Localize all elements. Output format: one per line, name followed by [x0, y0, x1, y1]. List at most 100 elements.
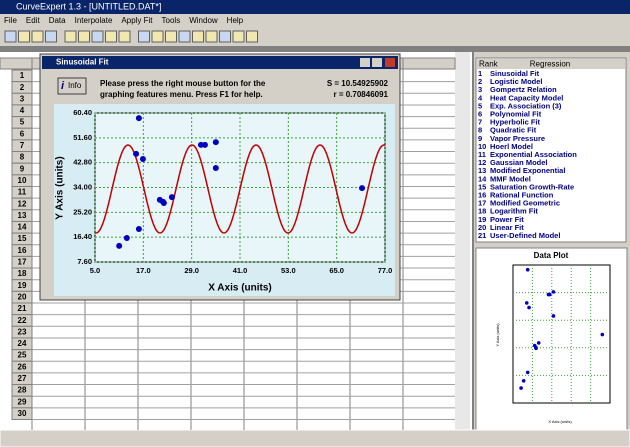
- rank[interactable]: 12: [478, 158, 486, 167]
- x-axis-label: X Axis (units): [208, 283, 272, 294]
- rank[interactable]: 11: [478, 150, 486, 159]
- regression-name[interactable]: Sinusoidal Fit: [490, 69, 540, 78]
- rank[interactable]: 7: [478, 118, 482, 127]
- toolbar-button[interactable]: [18, 30, 30, 43]
- data-point: [212, 139, 219, 146]
- row-number: 18: [18, 269, 27, 278]
- menu-item[interactable]: Apply Fit: [121, 16, 153, 25]
- minimize-button[interactable]: [360, 58, 370, 67]
- row-number: 16: [18, 246, 27, 255]
- regression-name[interactable]: User-Defined Model: [490, 231, 560, 240]
- regression-name[interactable]: Exponential Association: [490, 150, 577, 159]
- regression-name[interactable]: Rational Function: [490, 190, 554, 199]
- mini-data-point: [524, 301, 529, 305]
- regression-name[interactable]: Modified Geometric: [490, 199, 560, 208]
- maximize-button[interactable]: [372, 58, 382, 67]
- rank[interactable]: 4: [478, 93, 483, 102]
- menu-item[interactable]: Window: [189, 16, 218, 25]
- toolbar-button[interactable]: [118, 30, 131, 43]
- menu-item[interactable]: Help: [227, 16, 244, 25]
- y-tick-label: 34.00: [73, 182, 92, 191]
- toolbar-button[interactable]: [31, 30, 44, 43]
- data-point: [212, 165, 219, 172]
- y-axis-label: Y Axis (units): [55, 156, 66, 219]
- info-button[interactable]: [57, 77, 87, 95]
- data-point: [160, 200, 167, 207]
- menu-item[interactable]: Interpolate: [75, 16, 113, 25]
- regression-name[interactable]: Linear Fit: [490, 223, 524, 232]
- regression-name[interactable]: Power Fit: [490, 215, 524, 224]
- data-plot-panel: [475, 247, 628, 431]
- rank[interactable]: 21: [478, 231, 486, 240]
- toolbar-button[interactable]: [205, 30, 218, 43]
- rank[interactable]: 1: [478, 69, 482, 78]
- close-button[interactable]: [385, 58, 395, 67]
- rank[interactable]: 10: [478, 142, 486, 151]
- toolbar-button[interactable]: [219, 30, 231, 43]
- menu-item[interactable]: File: [4, 16, 17, 25]
- mini-data-point: [521, 378, 526, 383]
- mini-data-point: [525, 370, 530, 375]
- regression-name[interactable]: MMF Model: [490, 174, 531, 183]
- rank[interactable]: 18: [478, 207, 486, 216]
- scrollbar[interactable]: [455, 52, 470, 430]
- row-number: 25: [18, 351, 27, 360]
- rank[interactable]: 20: [478, 223, 486, 232]
- regression-name[interactable]: Modified Exponential: [490, 166, 565, 175]
- row-number: 22: [18, 316, 27, 325]
- toolbar-button[interactable]: [138, 30, 150, 43]
- regression-name[interactable]: Exp. Association (3): [490, 101, 562, 110]
- row-number: 27: [18, 374, 27, 383]
- rank[interactable]: 13: [478, 166, 486, 175]
- row-number: 9: [20, 164, 25, 173]
- toolbar-button[interactable]: [91, 30, 104, 43]
- toolbar-button[interactable]: [105, 30, 117, 43]
- regression-name[interactable]: Polynomial Fit: [490, 109, 542, 118]
- toolbar-button[interactable]: [78, 30, 90, 43]
- regression-name[interactable]: Heat Capacity Model: [490, 93, 563, 102]
- table-header: [477, 59, 625, 69]
- toolbar-button[interactable]: [246, 30, 258, 43]
- row-number: 1: [20, 71, 25, 80]
- toolbar-button[interactable]: [151, 30, 164, 43]
- regression-name[interactable]: Gompertz Relation: [490, 85, 557, 94]
- rank[interactable]: 5: [478, 101, 482, 110]
- regression-name[interactable]: Vapor Pressure: [490, 134, 545, 143]
- regression-name[interactable]: Hoerl Model: [490, 142, 533, 151]
- row-number: 30: [18, 409, 27, 418]
- mini-data-point: [536, 341, 541, 345]
- rank[interactable]: 19: [478, 215, 486, 224]
- mini-data-point: [547, 292, 552, 297]
- rank[interactable]: 6: [478, 109, 482, 118]
- toolbar-button[interactable]: [192, 30, 204, 43]
- regression-name[interactable]: Logarithm Fit: [490, 207, 538, 216]
- menu-item[interactable]: Edit: [26, 16, 41, 25]
- rank[interactable]: 8: [478, 126, 482, 135]
- menu-item[interactable]: Data: [49, 16, 66, 25]
- rank[interactable]: 2: [478, 77, 482, 86]
- toolbar-button[interactable]: [178, 30, 191, 43]
- rank[interactable]: 14: [478, 174, 487, 183]
- regression-name[interactable]: Quadratic Fit: [490, 126, 537, 135]
- menu-item[interactable]: Tools: [162, 16, 181, 25]
- x-tick-label: 29.0: [184, 266, 199, 275]
- toolbar-button[interactable]: [64, 30, 77, 43]
- toolbar-button[interactable]: [165, 30, 177, 43]
- regression-name[interactable]: Logistic Model: [490, 77, 543, 86]
- toolbar-button[interactable]: [4, 30, 17, 43]
- toolbar-button[interactable]: [45, 30, 57, 43]
- toolbar-button[interactable]: [232, 30, 245, 43]
- rank[interactable]: 15: [478, 182, 486, 191]
- regression-name[interactable]: Gaussian Model: [490, 158, 548, 167]
- rank[interactable]: 17: [478, 199, 486, 208]
- row-number: 11: [18, 188, 27, 197]
- rank[interactable]: 9: [478, 134, 482, 143]
- mini-data-point: [600, 332, 605, 337]
- regression-name[interactable]: Hyperbolic Fit: [490, 118, 541, 127]
- rank[interactable]: 3: [478, 85, 482, 94]
- stat-r: r = 0.70846091: [334, 90, 389, 99]
- row-number: 13: [18, 211, 27, 220]
- rank[interactable]: 16: [478, 190, 486, 199]
- mini-data-point: [527, 305, 531, 310]
- regression-name[interactable]: Saturation Growth-Rate: [490, 182, 574, 191]
